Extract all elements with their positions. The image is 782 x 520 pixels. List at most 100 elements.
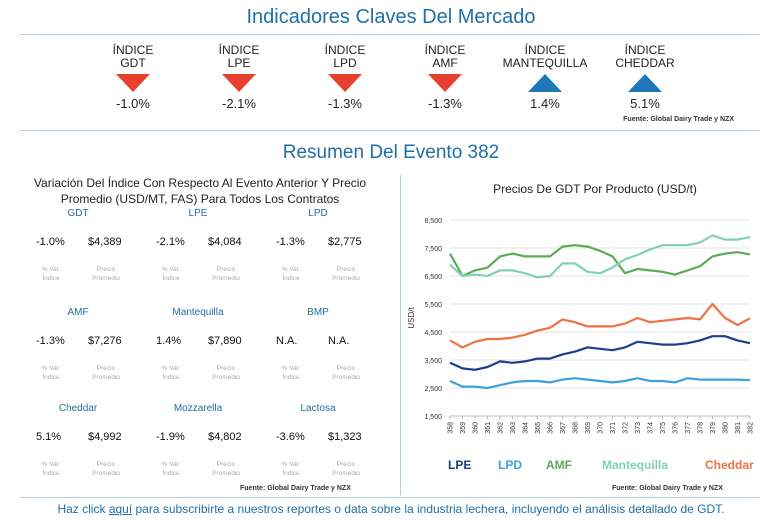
indicator-label: ÍNDICE CHEDDAR — [600, 44, 690, 72]
x-tick-label: 379 — [710, 422, 717, 434]
header-source: Fuente: Global Dairy Trade y NZX — [623, 116, 734, 123]
x-tick-label: 372 — [623, 422, 630, 434]
pct-caption-line1: % Var. — [41, 266, 61, 273]
indicator-cheddar: ÍNDICE CHEDDAR 5.1% — [600, 44, 690, 112]
divider — [20, 34, 760, 35]
product-avg-price: N.A. — [328, 335, 350, 347]
price-caption: Precio Promedio — [86, 265, 126, 283]
y-tick-label: 8,500 — [424, 218, 442, 225]
product-avg-price: $2,775 — [328, 236, 362, 248]
price-caption-line2: Promedio — [212, 374, 240, 381]
indicator-label-line2: LPD — [333, 56, 357, 70]
price-caption-line1: Precio — [336, 365, 356, 372]
indicator-label: ÍNDICE AMF — [400, 44, 490, 72]
product-name: Mantequilla — [172, 307, 224, 318]
price-caption-line1: Precio — [96, 461, 116, 468]
pct-caption-line1: % Var. — [161, 365, 181, 372]
price-caption: Precio Promedio — [326, 460, 366, 478]
price-caption-line2: Promedio — [92, 470, 120, 477]
arrow-down-icon — [328, 74, 362, 92]
y-tick-label: 3,500 — [424, 358, 442, 365]
x-tick-label: 370 — [598, 422, 605, 434]
pct-caption-line1: % Var. — [41, 461, 61, 468]
arrow-down-icon — [222, 74, 256, 92]
arrow-up-icon — [528, 74, 562, 92]
product-avg-price: $4,992 — [88, 431, 122, 443]
product-avg-price: $4,084 — [208, 236, 242, 248]
price-caption: Precio Promedio — [326, 364, 366, 382]
indicator-value: -1.3% — [428, 96, 462, 111]
product-pct-change: -1.3% — [276, 236, 305, 248]
product-name: Lactosa — [300, 403, 336, 414]
product-name: AMF — [67, 307, 89, 318]
chart-source: Fuente: Global Dairy Trade y NZX — [612, 485, 723, 492]
product-name: GDT — [67, 208, 89, 219]
product-pct-change: -1.3% — [36, 335, 65, 347]
product-pct-change: -1.0% — [36, 236, 65, 248]
pct-caption-line2: Índice — [162, 374, 180, 381]
pct-caption: % Var. Índice — [151, 460, 191, 478]
indicator-value: -1.3% — [328, 96, 362, 111]
price-caption-line2: Promedio — [332, 470, 360, 477]
pct-caption-line2: Índice — [282, 470, 300, 477]
x-tick-label: 364 — [523, 422, 530, 434]
price-caption-line2: Promedio — [332, 275, 360, 282]
divider — [20, 497, 760, 498]
series-line-lpe — [449, 335, 751, 371]
product-pct-change: 5.1% — [36, 431, 62, 443]
indicator-label-line1: ÍNDICE — [112, 43, 154, 57]
pct-caption: % Var. Índice — [31, 265, 71, 283]
price-caption-line1: Precio — [216, 365, 236, 372]
divider — [20, 130, 760, 131]
indicator-label-line2: GDT — [120, 56, 146, 70]
price-caption-line2: Promedio — [92, 275, 120, 282]
product-pct-change: 1.4% — [156, 335, 182, 347]
x-tick-label: 373 — [635, 422, 642, 434]
product-avg-price: $4,389 — [88, 236, 122, 248]
subscribe-link[interactable]: aquí — [108, 502, 133, 516]
pct-caption-line2: Índice — [42, 470, 60, 477]
pct-caption-line2: Índice — [42, 374, 60, 381]
y-tick-label: 2,500 — [424, 386, 442, 393]
product-name: BMP — [307, 307, 329, 318]
indicator-value: 5.1% — [630, 96, 660, 111]
legend-item-amf: AMF — [546, 458, 572, 472]
pct-caption-line2: Índice — [282, 275, 300, 282]
product-pct-change: -1.9% — [156, 431, 185, 443]
product-avg-price: $1,323 — [328, 431, 362, 443]
x-tick-label: 360 — [473, 422, 480, 434]
indicator-label-line1: ÍNDICE — [524, 43, 566, 57]
price-caption: Precio Promedio — [206, 460, 246, 478]
chart-title: Precios De GDT Por Producto (USD/t) — [493, 182, 697, 196]
summary-table-title: Variación Del Índice Con Respecto Al Eve… — [10, 175, 390, 207]
series-line-amf — [449, 244, 751, 278]
price-caption: Precio Promedio — [86, 364, 126, 382]
indicator-lpd: ÍNDICE LPD -1.3% — [300, 44, 390, 112]
x-tick-label: 363 — [510, 422, 517, 434]
product-name: Mozzarella — [173, 403, 223, 414]
indicator-label: ÍNDICE LPE — [194, 44, 284, 72]
indicator-amf: ÍNDICE AMF -1.3% — [400, 44, 490, 112]
price-caption-line2: Promedio — [212, 470, 240, 477]
price-caption-line2: Promedio — [212, 275, 240, 282]
x-tick-label: 367 — [560, 422, 567, 434]
price-caption: Precio Promedio — [206, 364, 246, 382]
pct-caption: % Var. Índice — [271, 265, 311, 283]
footer-prefix: Haz click — [57, 502, 109, 516]
product-avg-price: $4,802 — [208, 431, 242, 443]
indicator-label-line1: ÍNDICE — [424, 43, 466, 57]
legend-item-mantequilla: Mantequilla — [602, 458, 669, 472]
x-tick-label: 359 — [460, 422, 467, 434]
product-pct-change: -2.1% — [156, 236, 185, 248]
pct-caption: % Var. Índice — [31, 460, 71, 478]
page-title: Indicadores Claves Del Mercado — [246, 6, 536, 28]
legend-item-lpd: LPD — [498, 458, 522, 472]
arrow-down-icon — [428, 74, 462, 92]
y-axis-label: USD/t — [407, 307, 416, 329]
y-tick-label: 7,500 — [424, 246, 442, 253]
divider-vertical — [400, 175, 401, 495]
product-pct-change: -3.6% — [276, 431, 305, 443]
x-tick-label: 361 — [485, 422, 492, 434]
pct-caption: % Var. Índice — [151, 364, 191, 382]
price-caption: Precio Promedio — [326, 265, 366, 283]
